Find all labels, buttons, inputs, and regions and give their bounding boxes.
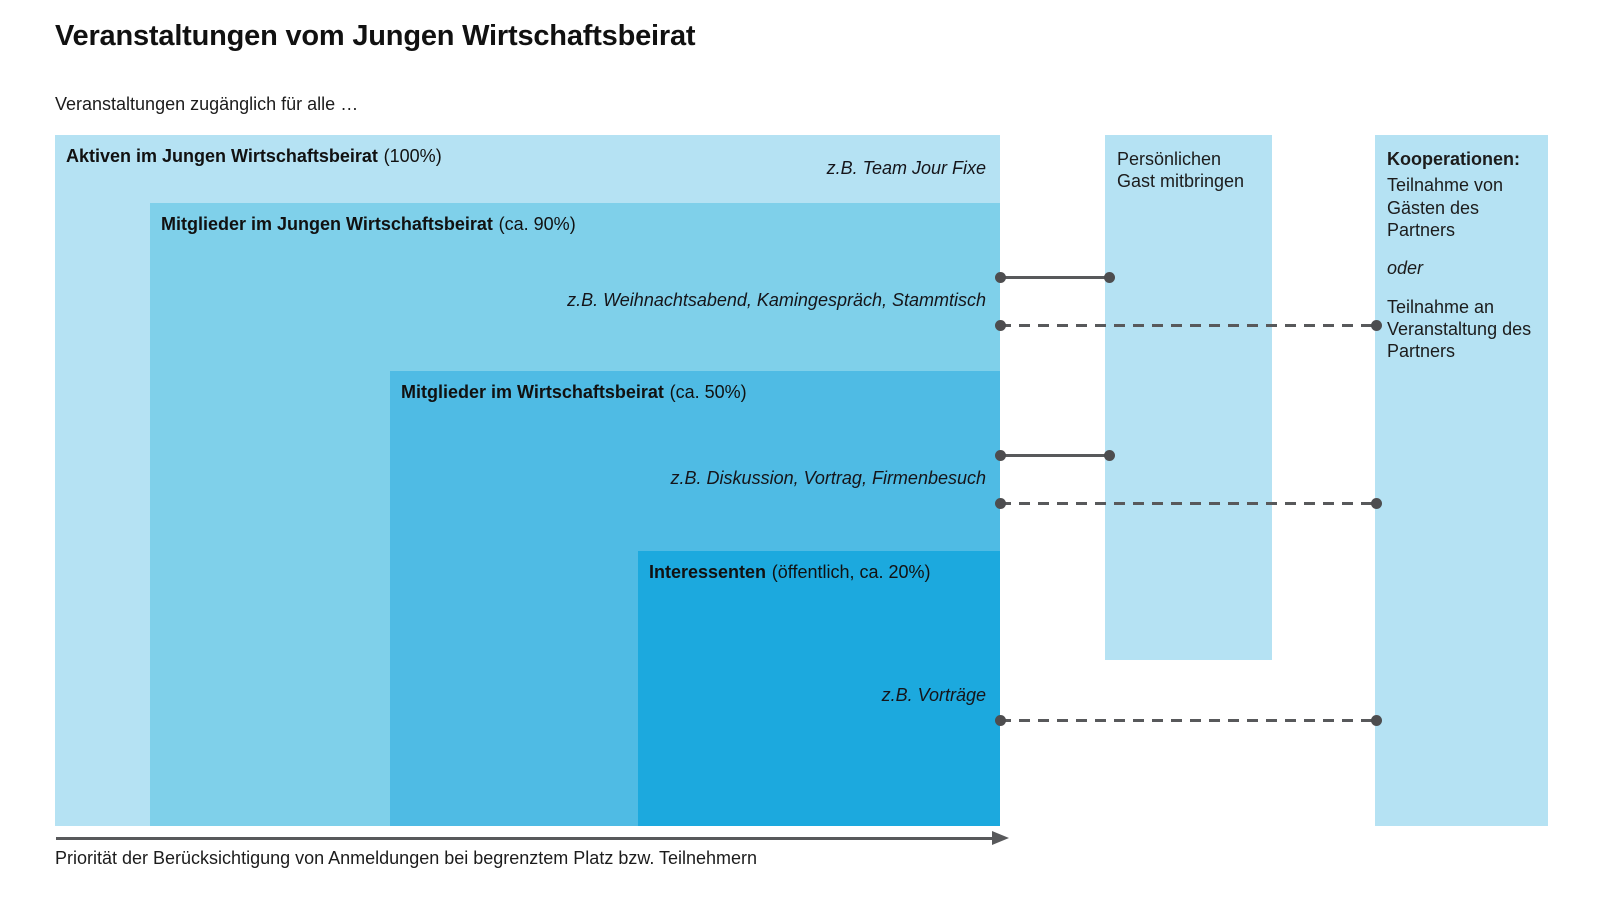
subtitle: Veranstaltungen zugänglich für alle … xyxy=(55,94,359,114)
connector-endpoint-dot xyxy=(1371,320,1382,331)
ring-qualifier: (ca. 50%) xyxy=(669,382,747,402)
connector-dashed-wb-to-cooperation xyxy=(1000,502,1376,505)
connector-endpoint-dot xyxy=(1104,450,1115,461)
ring-interessenten: Interessenten (öffentlich, ca. 20%) xyxy=(638,551,1000,826)
ring-name: Aktiven im Jungen Wirtschaftsbeirat xyxy=(66,146,378,166)
example-team-jour-fixe: z.B. Team Jour Fixe xyxy=(826,158,986,178)
ring-label-mitglieder-wb: Mitglieder im Wirtschaftsbeirat (ca. 50%) xyxy=(401,382,747,403)
ring-name: Mitglieder im Wirtschaftsbeirat xyxy=(401,382,664,402)
connector-endpoint-dot xyxy=(995,450,1006,461)
ring-name: Interessenten xyxy=(649,562,767,582)
connector-endpoint-dot xyxy=(995,272,1006,283)
connector-endpoint-dot xyxy=(1104,272,1115,283)
connector-dashed-interessenten-to-cooperation xyxy=(1000,719,1376,722)
page-title: Veranstaltungen vom Jungen Wirtschaftsbe… xyxy=(55,20,696,52)
connector-endpoint-dot xyxy=(1371,715,1382,726)
ring-label-mitglieder-jwb: Mitglieder im Jungen Wirtschaftsbeirat (c… xyxy=(161,214,576,235)
connector-dashed-jwb-to-cooperation xyxy=(1000,324,1376,327)
connector-endpoint-dot xyxy=(1371,498,1382,509)
guest-box-label: Persönlichen Gast mitbringen xyxy=(1117,149,1245,192)
ring-label-interessenten: Interessenten (öffentlich, ca. 20%) xyxy=(649,562,931,583)
priority-axis-arrow xyxy=(56,837,994,840)
connector-endpoint-dot xyxy=(995,715,1006,726)
connector-solid-wb-to-guest xyxy=(1000,454,1109,457)
priority-axis-arrowhead-icon xyxy=(992,831,1009,845)
ring-qualifier: (ca. 90%) xyxy=(498,214,576,234)
example-diskussion: z.B. Diskussion, Vortrag, Firmenbesuch xyxy=(670,468,986,488)
priority-axis-label: Priorität der Berücksichtigung von Anmel… xyxy=(55,848,758,868)
cooperation-box: Kooperationen: Teilnahme von Gästen des … xyxy=(1375,135,1548,826)
cooperation-heading: Kooperationen: xyxy=(1387,149,1520,169)
connector-endpoint-dot xyxy=(995,498,1006,509)
cooperation-or: oder xyxy=(1387,258,1424,279)
example-weihnachtsabend: z.B. Weihnachtsabend, Kamingespräch, Sta… xyxy=(567,290,986,310)
ring-label-aktiven: Aktiven im Jungen Wirtschaftsbeirat (100%… xyxy=(66,146,442,167)
cooperation-option-2: Teilnahme an Veranstaltung des Partners xyxy=(1387,296,1532,362)
connector-solid-jwb-to-guest xyxy=(1000,276,1109,279)
connector-endpoint-dot xyxy=(995,320,1006,331)
ring-name: Mitglieder im Jungen Wirtschaftsbeirat xyxy=(161,214,493,234)
guest-box: Persönlichen Gast mitbringen xyxy=(1105,135,1272,660)
ring-qualifier: (100%) xyxy=(383,146,442,166)
ring-qualifier: (öffentlich, ca. 20%) xyxy=(771,562,931,582)
cooperation-option-1: Teilnahme von Gästen des Partners xyxy=(1387,175,1504,240)
example-vortraege: z.B. Vorträge xyxy=(881,685,986,705)
